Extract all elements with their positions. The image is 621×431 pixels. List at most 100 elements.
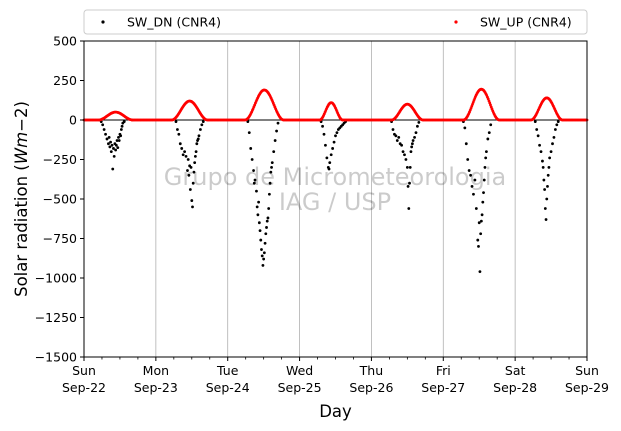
sw-dn-point <box>246 120 250 123</box>
sw-dn-point <box>102 128 106 131</box>
sw-dn-point <box>549 150 553 154</box>
sw-dn-point <box>474 207 478 210</box>
x-tick-date: Sep-25 <box>278 380 322 395</box>
x-tick-day: Thu <box>359 363 383 378</box>
sw-dn-point <box>117 139 121 142</box>
sw-dn-point <box>409 150 413 154</box>
sw-dn-point <box>187 173 191 177</box>
sw-dn-point <box>482 191 485 195</box>
x-tick-day: Wed <box>286 363 313 378</box>
sw-dn-point <box>178 142 182 146</box>
sw-dn-point <box>192 170 196 174</box>
x-tick-date: Sep-26 <box>349 380 393 395</box>
x-tick-date: Sep-24 <box>206 380 250 395</box>
sw-dn-point <box>253 178 257 182</box>
y-tick-label: −250 <box>43 152 77 167</box>
sw-dn-point <box>482 178 486 182</box>
sw-dn-point <box>184 154 188 158</box>
sw-dn-point <box>410 145 414 149</box>
sw-dn-point <box>322 132 326 136</box>
sw-dn-point <box>109 150 113 154</box>
legend-label-sw-up: SW_UP (CNR4) <box>480 15 572 30</box>
y-axis-title-unit-rest: −2) <box>12 101 31 132</box>
sw-dn-point <box>414 131 418 135</box>
sw-dn-point <box>394 134 398 138</box>
sw-dn-point <box>270 166 273 169</box>
sw-dn-point <box>116 146 120 150</box>
x-tick-day: Sun <box>575 363 599 378</box>
legend-label-sw-dn: SW_DN (CNR4) <box>127 15 221 30</box>
sw-dn-point <box>183 150 187 154</box>
sw-dn-point <box>260 254 264 258</box>
x-tick-day: Sat <box>505 363 526 378</box>
x-tick-date: Sep-28 <box>493 380 537 395</box>
sw-dn-point <box>262 257 266 261</box>
sw-dn-point <box>397 135 401 139</box>
sw-dn-point <box>552 135 556 139</box>
data-points <box>82 87 589 274</box>
sw-dn-point <box>408 181 411 185</box>
y-tick-label: −1250 <box>35 310 77 325</box>
sw-dn-point <box>112 154 116 158</box>
sw-dn-point <box>197 134 201 138</box>
sw-dn-point <box>180 147 184 150</box>
sw-dn-point <box>413 135 416 139</box>
sw-dn-point <box>478 270 482 274</box>
sw-dn-point <box>191 181 195 185</box>
x-tick-day: Mon <box>143 363 169 378</box>
sw-dn-point <box>189 166 193 169</box>
sw-dn-point <box>120 124 124 128</box>
sw-dn-point <box>416 124 419 128</box>
sw-dn-point <box>536 134 540 138</box>
sw-dn-point <box>268 181 272 185</box>
sw-dn-point <box>111 167 115 171</box>
sw-dn-point <box>321 124 324 128</box>
sw-dn-point <box>535 128 539 131</box>
sw-dn-point <box>477 221 481 225</box>
sw-dn-point <box>548 156 552 160</box>
sw-dn-point <box>265 226 268 229</box>
sw-dn-point <box>325 156 329 160</box>
sw-dn-point <box>259 238 263 242</box>
sw-dn-point <box>104 132 107 136</box>
sw-dn-point <box>395 139 399 142</box>
sw-dn-point <box>329 153 333 157</box>
sw-dn-point <box>114 148 118 152</box>
sw-dn-point <box>463 126 467 130</box>
sw-dn-point <box>109 140 112 144</box>
sw-dn-point <box>199 128 202 131</box>
y-axis-title-text: Solar radiation ( <box>12 164 31 297</box>
sw-dn-point <box>542 178 546 182</box>
y-tick-label: 0 <box>69 113 77 128</box>
sw-dn-point <box>272 150 276 154</box>
sw-dn-point <box>276 121 280 125</box>
sw-dn-point <box>407 207 411 210</box>
sw-dn-point <box>545 197 549 201</box>
sw-dn-point <box>477 245 480 248</box>
sw-dn-point <box>405 166 409 169</box>
sw-dn-point <box>541 159 544 163</box>
sw-dn-point <box>119 134 123 138</box>
sw-dn-point <box>464 142 468 146</box>
sw-dn-point <box>263 241 267 245</box>
sw-dn-point <box>200 123 204 127</box>
x-tick-day: Tue <box>216 363 239 378</box>
sw-dn-point <box>174 120 178 123</box>
sw-dn-point <box>486 137 490 141</box>
sw-dn-point <box>487 131 491 135</box>
sw-dn-point <box>470 184 474 188</box>
sw-dn-point <box>541 166 545 169</box>
sw-dn-point <box>255 189 258 193</box>
sw-dn-point <box>551 142 554 146</box>
sw-dn-point <box>403 153 406 157</box>
sw-dn-point <box>267 192 271 196</box>
sw-dn-point <box>119 128 123 131</box>
sw-dn-point <box>267 207 271 210</box>
legend: SW_DN (CNR4) SW_UP (CNR4) <box>83 9 588 35</box>
sw-dn-point <box>547 166 551 169</box>
sw-dn-point <box>196 137 200 141</box>
sw-dn-point <box>201 120 205 123</box>
x-tick-date: Sep-27 <box>421 380 465 395</box>
sw-dn-point <box>481 200 485 204</box>
